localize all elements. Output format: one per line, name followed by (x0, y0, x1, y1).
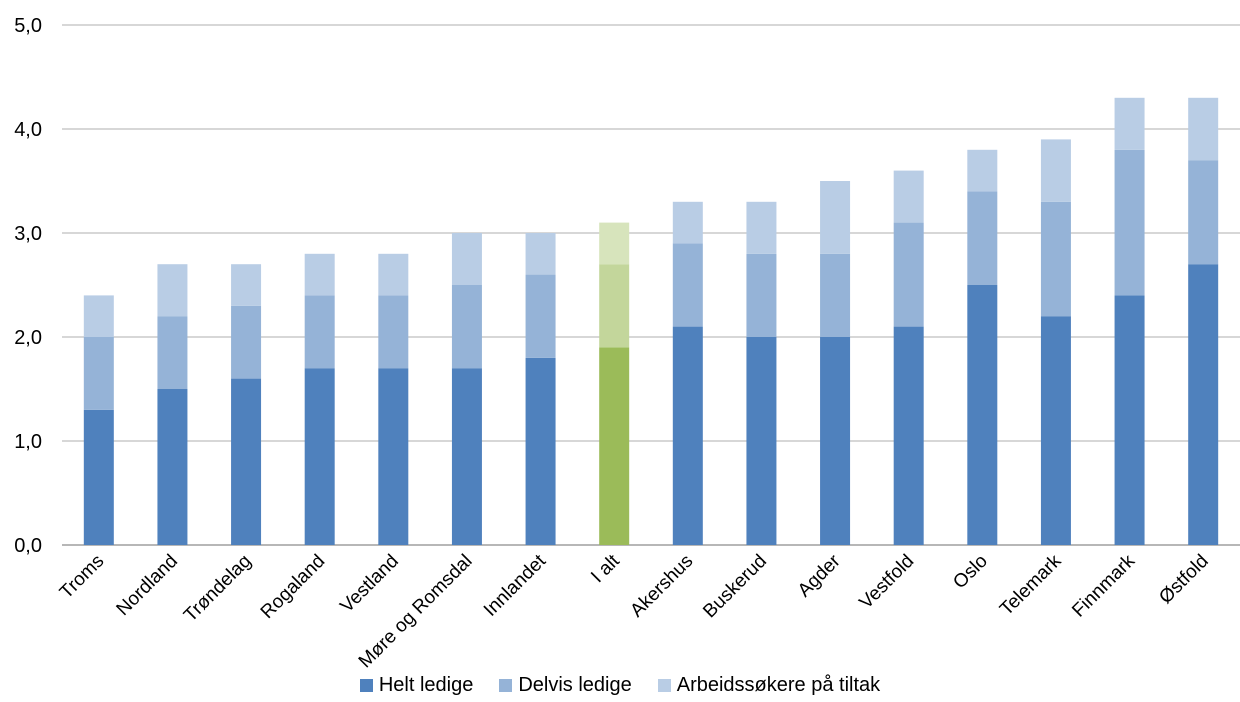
bar-segment (1188, 264, 1219, 545)
bar-segment (83, 409, 114, 545)
bar-segment (157, 264, 188, 317)
x-tick-label: Buskerud (699, 551, 771, 623)
x-tick-label: Finnmark (1068, 550, 1139, 621)
bar-segment (157, 389, 188, 545)
bar-segment (304, 368, 335, 545)
y-tick-label: 4,0 (14, 119, 42, 141)
bar-segment (1040, 139, 1071, 202)
bar-segment (967, 191, 998, 285)
x-tick-label: Agder (794, 550, 845, 601)
bar-segment (893, 222, 924, 327)
bar-segment (231, 378, 262, 545)
legend-item-arbeidssokere: Arbeidssøkere på tiltak (657, 674, 881, 697)
y-axis-ticks: 0,0 1,0 2,0 3,0 4,0 5,0 (14, 15, 42, 557)
bar-segment (231, 305, 262, 379)
x-tick-label: Østfold (1155, 551, 1212, 608)
bar-segment (746, 201, 777, 254)
legend-item-delvis-ledige: Delvis ledige (499, 674, 632, 697)
bar-segment (599, 264, 630, 348)
y-tick-label: 2,0 (14, 327, 42, 349)
bar-segment (525, 274, 556, 358)
bar-segment (1040, 316, 1071, 545)
bar-segment (746, 337, 777, 545)
bar-segment (820, 253, 851, 337)
bar-segment (304, 253, 335, 296)
y-tick-label: 3,0 (14, 223, 42, 245)
bar-segment (672, 326, 703, 545)
x-tick-label: Rogaland (257, 551, 329, 623)
x-tick-label: Akershus (626, 551, 697, 622)
x-tick-label: Vestfold (856, 551, 919, 614)
bar-segment (1040, 201, 1071, 317)
x-tick-label: Nordland (113, 551, 182, 620)
y-tick-label: 0,0 (14, 535, 42, 557)
bar-segment (378, 295, 409, 369)
bar-segment (525, 357, 556, 545)
bar-segment (157, 316, 188, 389)
bar-segment (378, 253, 409, 296)
x-tick-label: Troms (56, 551, 108, 603)
bar-segment (451, 285, 482, 369)
bar-segment (378, 368, 409, 545)
bar-segment (599, 347, 630, 545)
bar-segment (1114, 149, 1145, 296)
legend-swatch (657, 679, 671, 692)
bar-segment (967, 285, 998, 545)
bar-segment (83, 295, 114, 337)
legend-swatch (359, 679, 373, 692)
x-tick-label: Telemark (996, 550, 1066, 620)
legend-item-helt-ledige: Helt ledige (359, 674, 474, 697)
bar-segment (1114, 97, 1145, 150)
bar-segment (451, 233, 482, 285)
x-tick-label: I alt (587, 550, 624, 587)
x-tick-label: Innlandet (480, 550, 551, 621)
bar-segment (672, 243, 703, 327)
y-tick-label: 1,0 (14, 431, 42, 453)
x-tick-label: Trøndelag (180, 551, 256, 627)
bar-segment (304, 295, 335, 369)
bar-segment (893, 326, 924, 545)
bar-segment (525, 233, 556, 275)
x-tick-label: Vestland (336, 551, 402, 617)
bar-segment (672, 201, 703, 244)
x-tick-label: Oslo (949, 551, 991, 593)
bar-segment (451, 368, 482, 545)
legend: Helt ledige Delvis ledige Arbeidssøkere … (0, 674, 1240, 697)
legend-label: Helt ledige (378, 674, 474, 696)
bar-segment (967, 149, 998, 192)
bar-segment (1114, 295, 1145, 545)
stacked-bar-chart: 0,0 1,0 2,0 3,0 4,0 5,0 Troms NordlandTrøndela… (14, 15, 1240, 670)
legend-swatch (499, 679, 513, 692)
bar-segment (231, 264, 262, 306)
bar-segment (893, 170, 924, 223)
bar-segment (820, 337, 851, 545)
legend-label: Arbeidssøkere på tiltak (676, 674, 881, 696)
bar-segment (83, 337, 114, 410)
bar-segment (746, 253, 777, 337)
bars (83, 97, 1219, 545)
bar-segment (1188, 160, 1219, 265)
y-tick-label: 5,0 (14, 15, 42, 37)
bar-segment (820, 181, 851, 254)
legend-label: Delvis ledige (518, 674, 632, 696)
bar-segment (1188, 97, 1219, 161)
bar-segment (599, 222, 630, 265)
